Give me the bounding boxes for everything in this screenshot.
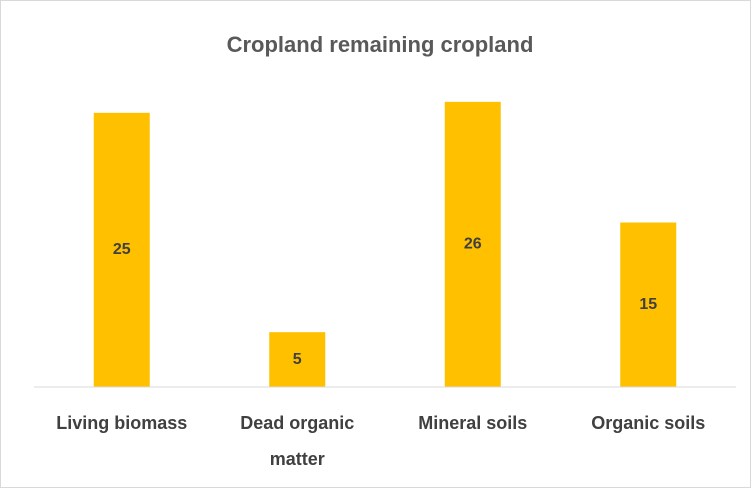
bar xyxy=(620,222,677,387)
x-tick-label: Mineral soils xyxy=(418,413,528,433)
bar xyxy=(269,332,326,387)
data-label: 15 xyxy=(639,296,657,313)
chart-title: Cropland remaining cropland xyxy=(227,32,534,57)
data-label: 26 xyxy=(464,236,482,253)
data-label: 25 xyxy=(113,241,131,258)
bar xyxy=(93,112,150,387)
x-tick-label: Dead organic matter xyxy=(240,413,355,469)
x-tick-label: Living biomass xyxy=(56,413,188,433)
bar xyxy=(444,101,501,387)
data-label: 5 xyxy=(293,351,302,368)
x-tick-label: Organic soils xyxy=(591,413,706,433)
